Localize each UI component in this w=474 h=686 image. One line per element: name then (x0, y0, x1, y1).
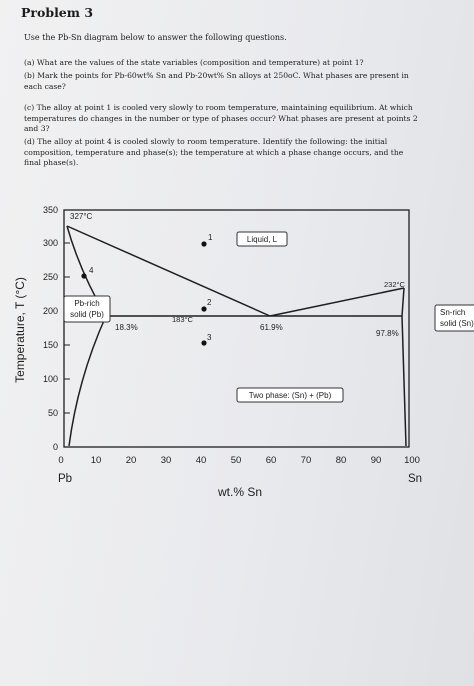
y-tick-label: 50 (48, 408, 58, 418)
beta-label-line2: solid (Sn) (440, 319, 474, 328)
two-phase-label: Two phase: (Sn) + (Pb) (249, 391, 332, 400)
phase-boundaries (66, 225, 407, 447)
x-tick-label: 100 (404, 455, 420, 466)
x-tick-label: 0 (58, 455, 63, 466)
x-tick-label: 40 (196, 455, 207, 466)
state-points (81, 241, 207, 346)
question-d-line: final phase(s). (24, 158, 79, 168)
x-tick-label: 70 (301, 455, 312, 466)
question-b: (b) Mark the points for Pb-60wt% Sn and … (24, 71, 409, 92)
liquid-box (236, 231, 288, 247)
solidus-right (401, 287, 405, 317)
eutectic-temp-label: 183°C (172, 315, 194, 324)
pb-melting-label: 327°C (70, 212, 93, 221)
alpha-limit-label: 18.3% (115, 323, 138, 332)
y-tick-label: 300 (43, 238, 58, 248)
beta-label-line1: Sn-rich (440, 308, 465, 317)
point-label: 4 (89, 266, 94, 275)
problem-intro: Use the Pb-Sn diagram below to answer th… (24, 33, 287, 42)
sn-melting-label: 232°C (384, 280, 406, 289)
x-tick-label: 10 (91, 455, 102, 466)
question-c-line: temperatures do changes in the number or… (24, 113, 418, 123)
tick-marks (64, 242, 70, 414)
question-b-line: each case? (24, 81, 66, 91)
question-c: (c) The alloy at point 1 is cooled very … (24, 103, 418, 135)
sn-end-label: Sn (408, 473, 422, 485)
point-label: 1 (208, 233, 213, 242)
x-tick-label: 20 (126, 455, 137, 466)
x-tick-label: 30 (161, 455, 172, 466)
y-tick-label: 100 (43, 374, 58, 384)
y-tick-label: 150 (43, 340, 58, 350)
y-tick-label: 0 (53, 442, 58, 452)
alpha-label-line2: solid (Pb) (70, 310, 104, 319)
question-a: (a) What are the values of the state var… (24, 58, 364, 69)
alpha-box (63, 295, 111, 323)
beta-limit-label: 97.8% (376, 329, 399, 338)
plot-frame (63, 209, 410, 448)
x-tick-label: 90 (371, 455, 382, 466)
x-axis-title: wt.% Sn (217, 485, 262, 499)
y-axis-title: Temperature, T (°C) (13, 277, 27, 383)
point-label: 2 (207, 298, 212, 307)
y-tick-label: 200 (43, 306, 58, 316)
liquidus-left (66, 225, 271, 317)
point-4-dot (81, 273, 87, 279)
solvus-left (68, 315, 107, 447)
solvus-right (401, 315, 407, 447)
eutectic-comp-label: 61.9% (260, 323, 283, 332)
question-d-line: (d) The alloy at point 4 is cooled slowl… (24, 137, 388, 146)
two-phase-box (236, 387, 344, 403)
x-tick-label: 80 (336, 455, 347, 466)
problem-title: Problem 3 (21, 5, 94, 20)
question-c-line: and 3? (24, 124, 50, 134)
y-tick-label: 350 (43, 205, 58, 215)
point-1-dot (201, 241, 207, 247)
x-tick-label: 60 (266, 455, 277, 466)
question-d-line: composition, temperature and phase(s); t… (24, 147, 404, 157)
point-3-dot (201, 340, 207, 346)
point-label: 3 (207, 333, 212, 342)
question-a-line: (a) What are the values of the state var… (24, 58, 364, 67)
question-c-line: (c) The alloy at point 1 is cooled very … (24, 103, 413, 112)
alpha-label-line1: Pb-rich (74, 299, 99, 308)
question-b-line: (b) Mark the points for Pb-60wt% Sn and … (24, 71, 409, 80)
beta-box (434, 304, 474, 332)
x-tick-label: 50 (231, 455, 242, 466)
point-2-dot (201, 306, 207, 312)
liquidus-right (269, 287, 405, 317)
liquid-label: Liquid, L (247, 235, 278, 244)
question-d: (d) The alloy at point 4 is cooled slowl… (24, 137, 403, 169)
y-tick-label: 250 (43, 272, 58, 282)
pb-end-label: Pb (58, 473, 72, 485)
